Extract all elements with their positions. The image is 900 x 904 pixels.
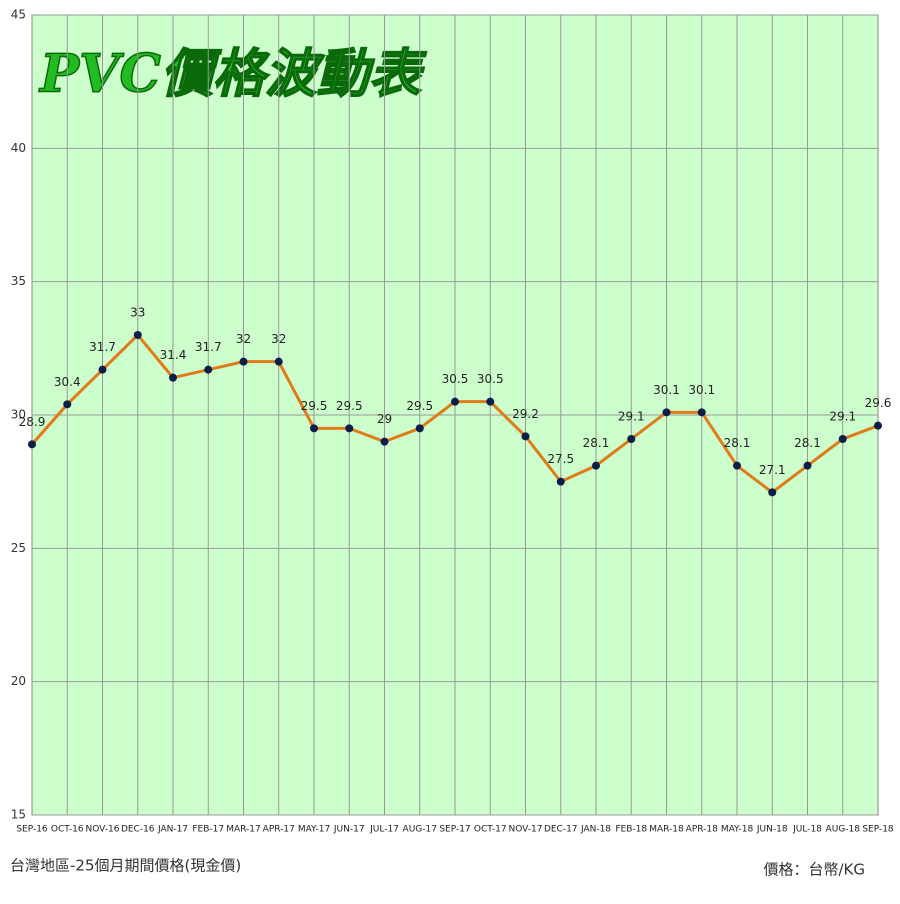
x-tick-label: SEP-18 <box>862 825 894 835</box>
x-tick-label: SEP-16 <box>16 825 48 835</box>
point <box>556 477 565 486</box>
point <box>415 424 424 433</box>
x-tick-label: FEB-17 <box>192 825 224 835</box>
x-tick-label: AUG-17 <box>403 825 437 835</box>
x-tick-label: DEC-16 <box>121 825 155 835</box>
x-tick-label: MAY-18 <box>721 825 754 835</box>
data-label: 29.6 <box>865 396 892 410</box>
x-tick-label: MAR-18 <box>649 825 684 835</box>
data-label: 29.5 <box>336 399 363 413</box>
point <box>874 421 882 430</box>
y-tick-label: 25 <box>11 541 26 555</box>
data-label: 28.1 <box>794 436 821 450</box>
data-label: 31.7 <box>195 340 222 354</box>
x-tick-label: SEP-17 <box>439 825 470 835</box>
point <box>98 365 107 374</box>
y-tick-label: 15 <box>11 808 26 822</box>
data-label: 28.9 <box>19 415 46 429</box>
y-tick-label: 30 <box>11 408 26 422</box>
data-label: 29.5 <box>406 399 433 413</box>
point <box>733 461 741 470</box>
data-label: 32 <box>236 332 251 346</box>
point <box>768 488 777 497</box>
x-tick-label: JAN-18 <box>580 825 611 835</box>
data-label: 30.5 <box>477 372 504 386</box>
point <box>204 365 213 374</box>
x-tick-label: NOV-16 <box>86 825 120 835</box>
x-tick-label: APR-17 <box>263 825 295 835</box>
point <box>133 331 142 339</box>
data-label: 33 <box>130 306 145 320</box>
point <box>239 357 248 366</box>
x-tick-label: MAY-17 <box>298 825 330 835</box>
chart-title: PVC價格波動表 <box>38 44 427 105</box>
data-label: 30.1 <box>688 383 715 397</box>
point <box>521 432 530 441</box>
point <box>803 461 812 470</box>
data-label: 29.2 <box>512 407 539 421</box>
point <box>310 424 318 433</box>
point <box>380 437 389 446</box>
x-tick-label: JUL-17 <box>369 825 399 835</box>
unit-note: 價格：台幣/KG <box>763 861 865 879</box>
point <box>697 408 706 417</box>
x-tick-label: JAN-17 <box>157 825 188 835</box>
point <box>838 435 847 443</box>
data-label: 27.1 <box>759 463 786 477</box>
x-tick-label: OCT-17 <box>474 825 507 835</box>
data-label: 30.5 <box>442 372 469 386</box>
data-label: 30.4 <box>54 375 81 389</box>
point <box>63 400 72 409</box>
y-tick-label: 35 <box>11 274 26 288</box>
x-tick-label: JUN-17 <box>333 825 365 835</box>
point <box>451 397 459 406</box>
data-label: 29.1 <box>618 410 645 424</box>
data-label: 27.5 <box>547 452 574 466</box>
x-tick-label: JUN-18 <box>756 825 788 835</box>
point <box>592 461 600 470</box>
point <box>486 397 495 406</box>
x-tick-label: OCT-16 <box>51 825 84 835</box>
point <box>662 408 671 417</box>
x-tick-label: NOV-17 <box>509 825 543 835</box>
x-tick-label: JUL-18 <box>792 825 822 835</box>
data-label: 30.1 <box>653 383 680 397</box>
point <box>345 424 354 433</box>
point <box>28 440 36 449</box>
x-tick-label: FEB-18 <box>615 825 647 835</box>
y-tick-label: 20 <box>11 674 26 688</box>
data-label: 28.1 <box>583 436 610 450</box>
point <box>627 435 636 443</box>
point <box>169 373 177 382</box>
x-tick-label: APR-18 <box>686 825 718 835</box>
data-label: 29.5 <box>301 399 328 413</box>
data-label: 31.7 <box>89 340 116 354</box>
x-tick-label: MAR-17 <box>226 825 261 835</box>
data-label: 29 <box>377 412 392 426</box>
y-tick-label: 45 <box>11 8 26 22</box>
x-tick-label: DEC-17 <box>544 825 578 835</box>
data-label: 31.4 <box>160 348 187 362</box>
source-note: 台灣地區-25個月期間價格(現金價) <box>10 857 241 875</box>
data-label: 28.1 <box>724 436 751 450</box>
point <box>274 357 283 366</box>
x-tick-label: AUG-18 <box>826 825 861 835</box>
y-tick-label: 40 <box>11 141 26 155</box>
data-label: 32 <box>271 332 286 346</box>
data-label: 29.1 <box>829 410 856 424</box>
